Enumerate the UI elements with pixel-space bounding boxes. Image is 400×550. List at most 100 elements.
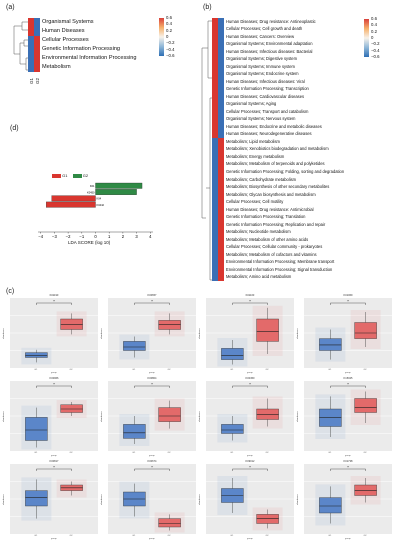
heatmap-b-cell xyxy=(212,145,218,154)
heatmap-b-cell xyxy=(212,33,218,41)
colorbar-tick-label: 0.2 xyxy=(166,27,172,33)
heatmap-b-cell xyxy=(218,85,224,94)
heatmap-b-cell xyxy=(212,85,218,94)
heatmap-b-cell xyxy=(218,183,224,192)
colorbar-tick-label: 0 xyxy=(371,35,374,40)
boxplot-svg: * xyxy=(206,382,294,443)
lefse-bar xyxy=(95,182,143,189)
heatmap-b-cell xyxy=(212,228,218,237)
heatmap-b-cell xyxy=(212,48,218,56)
heatmap-b xyxy=(212,18,224,282)
heatmap-b-cell xyxy=(212,250,218,259)
boxplot-panel: * xyxy=(304,298,392,368)
boxplot-group-label: G2 xyxy=(167,535,171,537)
lefse-bar-label: K04 xyxy=(97,197,102,201)
legend-g2-label: G2 xyxy=(82,173,89,178)
heatmap-b-row-label: Human Diseases; Cardiovascular diseases xyxy=(226,93,305,99)
boxplot-title: K01738 xyxy=(343,460,353,463)
boxplot-box xyxy=(158,407,181,422)
boxplot-title: K15025 xyxy=(343,377,353,380)
heatmap-b-cell xyxy=(218,25,224,34)
lefse-x-tick-label: 0 xyxy=(94,234,97,239)
boxplot-title: K01069 xyxy=(343,294,353,297)
lefse-bar-label: K0450 xyxy=(87,190,95,194)
heatmap-b-row-label: Genetic Information Processing; Folding,… xyxy=(226,168,345,174)
panel-label-d: (d) xyxy=(10,125,19,132)
heatmap-b-cell xyxy=(212,243,218,252)
heatmap-b-cell xyxy=(218,175,224,184)
heatmap-a-col-g1: G1 xyxy=(29,77,34,84)
heatmap-b-cell xyxy=(218,258,224,267)
lefse-bar-label: K01 xyxy=(90,184,95,188)
boxplot-box xyxy=(60,404,83,413)
boxplot-box xyxy=(354,322,377,339)
significance-bracket xyxy=(330,385,366,388)
boxplot-group-label: G1 xyxy=(132,369,136,371)
heatmap-b-cell xyxy=(218,63,224,71)
boxplot-panel: * xyxy=(304,464,392,534)
heatmap-b-cell xyxy=(212,108,218,116)
colorbar-tick-label: 0 xyxy=(166,34,169,39)
boxplot-box xyxy=(123,341,146,351)
legend-g1-swatch xyxy=(52,173,61,178)
boxplot-ylabel: abundance xyxy=(101,328,103,339)
boxplot-panel: * xyxy=(10,381,98,451)
colorbar-tick-label: −0.6 xyxy=(371,54,380,59)
boxplot-xlabel: group xyxy=(149,538,155,540)
boxplot-ylabel: abundance xyxy=(101,411,103,422)
panel-label-c: (c) xyxy=(6,288,15,295)
boxplot-panel: * xyxy=(206,464,294,534)
boxplot-xlabel: group xyxy=(247,372,253,374)
heatmap-b-cell xyxy=(218,55,224,64)
significance-star: * xyxy=(151,299,153,304)
heatmap-b-cell xyxy=(212,40,218,49)
heatmap-b-cell xyxy=(218,198,224,207)
boxplot-title: K00657 xyxy=(147,294,157,297)
heatmap-b-cell xyxy=(212,63,218,71)
boxplot-panel: * xyxy=(108,298,196,368)
heatmap-b-cell xyxy=(218,115,224,124)
heatmap-b-row-label: Human Diseases; Neurodegenerative diseas… xyxy=(226,131,312,137)
boxplot-box xyxy=(25,417,48,441)
boxplot-title: K00817 xyxy=(49,460,59,463)
boxplot-svg: * xyxy=(108,299,196,360)
heatmap-b-cell xyxy=(218,123,224,131)
heatmap-a-row-label: Human Diseases xyxy=(42,27,85,34)
significance-star: * xyxy=(249,465,251,470)
heatmap-b-cell xyxy=(212,168,218,176)
boxplot-title: K00450 xyxy=(245,377,255,380)
boxplot-title: K01163 xyxy=(245,294,255,297)
boxplot-group-label: G1 xyxy=(230,452,234,454)
boxplot-box xyxy=(354,484,377,496)
significance-bracket xyxy=(36,385,72,388)
boxplot-box xyxy=(25,490,48,507)
heatmap-a-cell xyxy=(34,63,40,72)
heatmap-a-cell xyxy=(34,36,40,45)
significance-star: * xyxy=(347,465,349,470)
significance-bracket xyxy=(232,468,268,471)
boxplot-box xyxy=(319,497,342,514)
heatmap-b-cell xyxy=(212,138,218,146)
lefse-bar xyxy=(46,201,96,208)
significance-bracket xyxy=(232,302,268,305)
significance-star: * xyxy=(347,382,349,387)
heatmap-a-cell xyxy=(28,63,34,72)
significance-bracket xyxy=(134,302,170,305)
heatmap-b-cell xyxy=(218,250,224,259)
boxplot-group-label: G2 xyxy=(265,535,269,537)
heatmap-b-cell xyxy=(212,160,218,169)
boxplot-title: K00674 xyxy=(147,460,157,463)
heatmap-b-cell xyxy=(212,70,218,79)
boxplot-group-label: G1 xyxy=(132,452,136,454)
lefse-x-tick-label: −3 xyxy=(52,234,57,239)
colorbar-tick-label: −0.2 xyxy=(166,40,175,46)
heatmap-b-cell xyxy=(218,108,224,116)
heatmap-b-cell xyxy=(218,138,224,146)
heatmap-b-cell xyxy=(212,93,218,101)
significance-bracket xyxy=(330,468,366,471)
heatmap-a-col-g2: G2 xyxy=(35,77,40,84)
significance-bracket xyxy=(134,468,170,471)
heatmap-b-row-label: Metabolism; Metabolism of other amino ac… xyxy=(226,236,309,242)
heatmap-b-row-label: Organismal Systems; Environmental adapta… xyxy=(226,41,313,47)
heatmap-b-row-label: Human Diseases; Drug resistance: Antimic… xyxy=(226,206,314,212)
